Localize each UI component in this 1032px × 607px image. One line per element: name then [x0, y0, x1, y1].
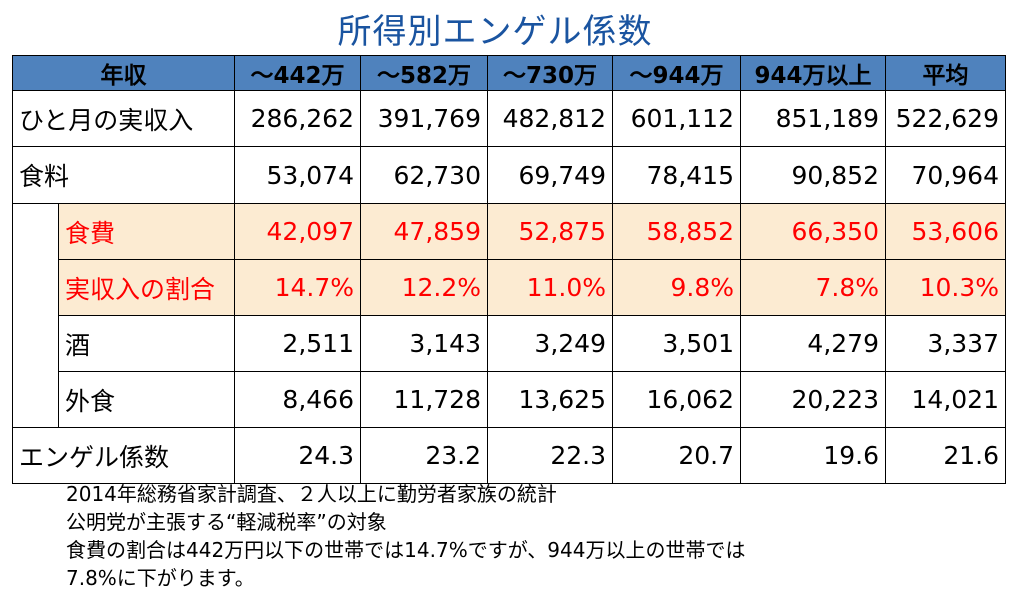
indent-spacer — [12, 203, 59, 428]
table-cell: 3,501 — [612, 315, 741, 372]
row-alcohol: 酒 2,511 3,143 3,249 3,501 4,279 3,337 — [13, 315, 1006, 372]
row-label: 酒 — [58, 315, 235, 372]
table-cell: 4,279 — [740, 315, 886, 372]
header-col-1: ～442万 — [234, 55, 361, 91]
table-cell: 70,964 — [885, 146, 1006, 204]
table-cell: 16,062 — [612, 371, 741, 428]
table-cell: 14,021 — [885, 371, 1006, 428]
table-cell: 7.8% — [740, 259, 886, 316]
table-cell: 3,337 — [885, 315, 1006, 372]
table-cell: 12.2% — [360, 259, 488, 316]
table-cell: 58,852 — [612, 203, 741, 260]
table-cell: 13,625 — [487, 371, 613, 428]
header-col-4: ～944万 — [612, 55, 741, 91]
table-cell: 3,143 — [360, 315, 488, 372]
row-label: ひと月の実収入 — [12, 90, 235, 147]
row-monthly-income: ひと月の実収入 286,262 391,769 482,812 601,112 … — [12, 90, 1006, 147]
table-cell: 53,074 — [234, 146, 361, 204]
row-label: 食費 — [58, 203, 235, 260]
row-income-ratio: 実収入の割合 14.7% 12.2% 11.0% 9.8% 7.8% 10.3% — [13, 259, 1006, 316]
table-cell: 24.3 — [234, 427, 361, 484]
row-food-cost: 食費 42,097 47,859 52,875 58,852 66,350 53… — [12, 203, 1006, 428]
table-cell: 20,223 — [740, 371, 886, 428]
notes: 2014年総務省家計調査、２人以上に勤労者家族の統計 公明党が主張する“軽減税率… — [66, 480, 745, 592]
row-food: 食料 53,074 62,730 69,749 78,415 90,852 70… — [12, 146, 1006, 204]
page-title: 所得別エンゲル係数 — [337, 12, 653, 52]
row-label: 食料 — [12, 146, 235, 204]
row-label: エンゲル係数 — [12, 427, 235, 484]
table-cell: 391,769 — [360, 90, 488, 147]
table-cell: 14.7% — [234, 259, 361, 316]
table-cell: 482,812 — [487, 90, 613, 147]
table-cell: 8,466 — [234, 371, 361, 428]
table-cell: 22.3 — [487, 427, 613, 484]
table-cell: 851,189 — [740, 90, 886, 147]
table-cell: 90,852 — [740, 146, 886, 204]
table-cell: 62,730 — [360, 146, 488, 204]
table-cell: 601,112 — [612, 90, 741, 147]
note-source: 2014年総務省家計調査、２人以上に勤労者家族の統計 — [66, 482, 557, 506]
header-row: 年収 ～442万 ～582万 ～730万 ～944万 944万以上 平均 — [12, 55, 1006, 91]
note-tax: 公明党が主張する“軽減税率”の対象 — [66, 510, 387, 534]
row-label: 実収入の割合 — [58, 259, 235, 316]
table-cell: 20.7 — [612, 427, 741, 484]
row-label: 外食 — [58, 371, 235, 428]
table-cell: 11.0% — [487, 259, 613, 316]
table-cell: 522,629 — [885, 90, 1006, 147]
table-cell: 2,511 — [234, 315, 361, 372]
table-cell: 23.2 — [360, 427, 488, 484]
header-col-3: ～730万 — [487, 55, 613, 91]
header-col-5: 944万以上 — [740, 55, 886, 91]
row-engel-coefficient: エンゲル係数 24.3 23.2 22.3 20.7 19.6 21.6 — [12, 427, 1006, 484]
table-cell: 66,350 — [740, 203, 886, 260]
table-cell: 9.8% — [612, 259, 741, 316]
table-cell: 69,749 — [487, 146, 613, 204]
header-col-2: ～582万 — [360, 55, 488, 91]
table-cell: 10.3% — [885, 259, 1006, 316]
table-cell: 47,859 — [360, 203, 488, 260]
table-cell: 11,728 — [360, 371, 488, 428]
table-cell: 286,262 — [234, 90, 361, 147]
table-cell: 52,875 — [487, 203, 613, 260]
header-income-label: 年収 — [12, 55, 235, 91]
table-cell: 78,415 — [612, 146, 741, 204]
note-summary-cont: 7.8%に下がります。 — [66, 566, 255, 590]
table-cell: 53,606 — [885, 203, 1006, 260]
table-cell: 21.6 — [885, 427, 1006, 484]
table-cell: 19.6 — [740, 427, 886, 484]
note-summary: 食費の割合は442万円以下の世帯では14.7%ですが、944万以上の世帯では — [66, 538, 746, 562]
row-eating-out: 外食 8,466 11,728 13,625 16,062 20,223 14,… — [13, 371, 1006, 428]
engel-coefficient-table: 年収 ～442万 ～582万 ～730万 ～944万 944万以上 平均 ひと月… — [12, 55, 1006, 484]
table-cell: 42,097 — [234, 203, 361, 260]
header-col-avg: 平均 — [885, 55, 1006, 91]
table-cell: 3,249 — [487, 315, 613, 372]
